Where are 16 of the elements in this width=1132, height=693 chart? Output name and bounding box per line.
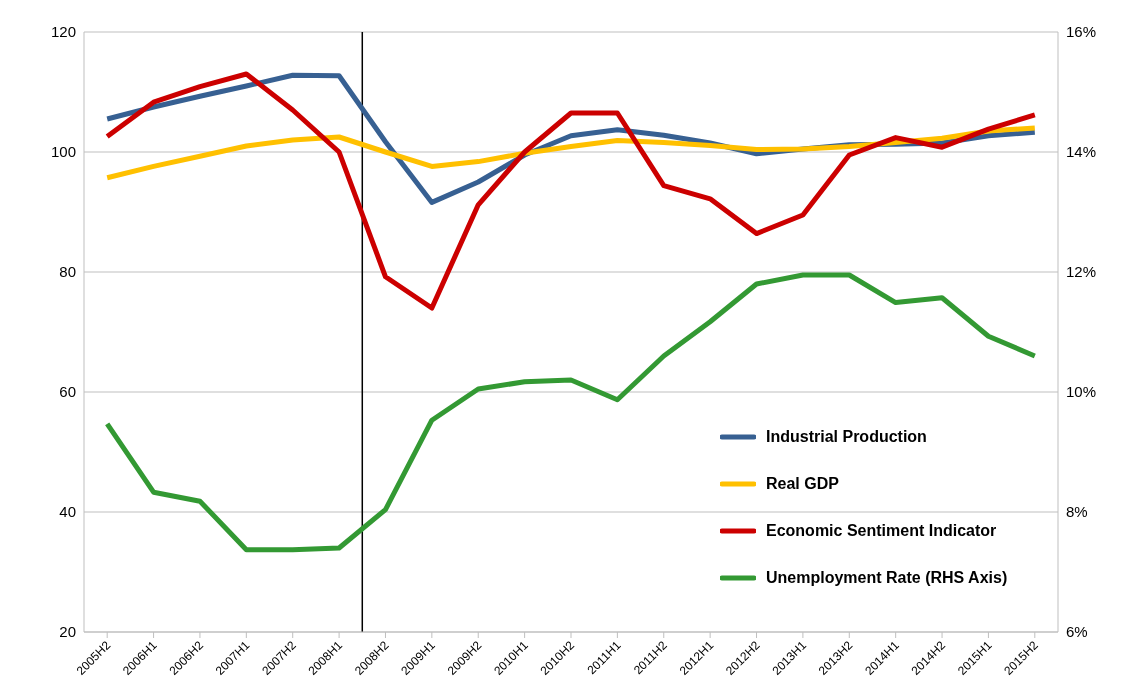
y-tick-label: 120 (50, 23, 76, 41)
y-tick-label: 40 (59, 503, 76, 521)
y2-tick-label: 16% (1066, 23, 1097, 41)
y-tick-label: 20 (59, 623, 76, 641)
y2-tick-label: 6% (1066, 623, 1088, 641)
y-tick-label: 60 (59, 383, 76, 401)
y-tick-label: 80 (59, 263, 76, 281)
y2-tick-label: 12% (1066, 263, 1097, 281)
y2-tick-label: 8% (1066, 503, 1088, 521)
legend-label: Unemployment Rate (RHS Axis) (766, 568, 1008, 587)
y-tick-label: 100 (50, 143, 76, 161)
legend-label: Real GDP (766, 474, 839, 493)
y2-tick-label: 14% (1066, 143, 1097, 161)
legend-label: Economic Sentiment Indicator (766, 521, 997, 540)
legend-label: Industrial Production (766, 427, 927, 446)
y2-tick-label: 10% (1066, 383, 1097, 401)
